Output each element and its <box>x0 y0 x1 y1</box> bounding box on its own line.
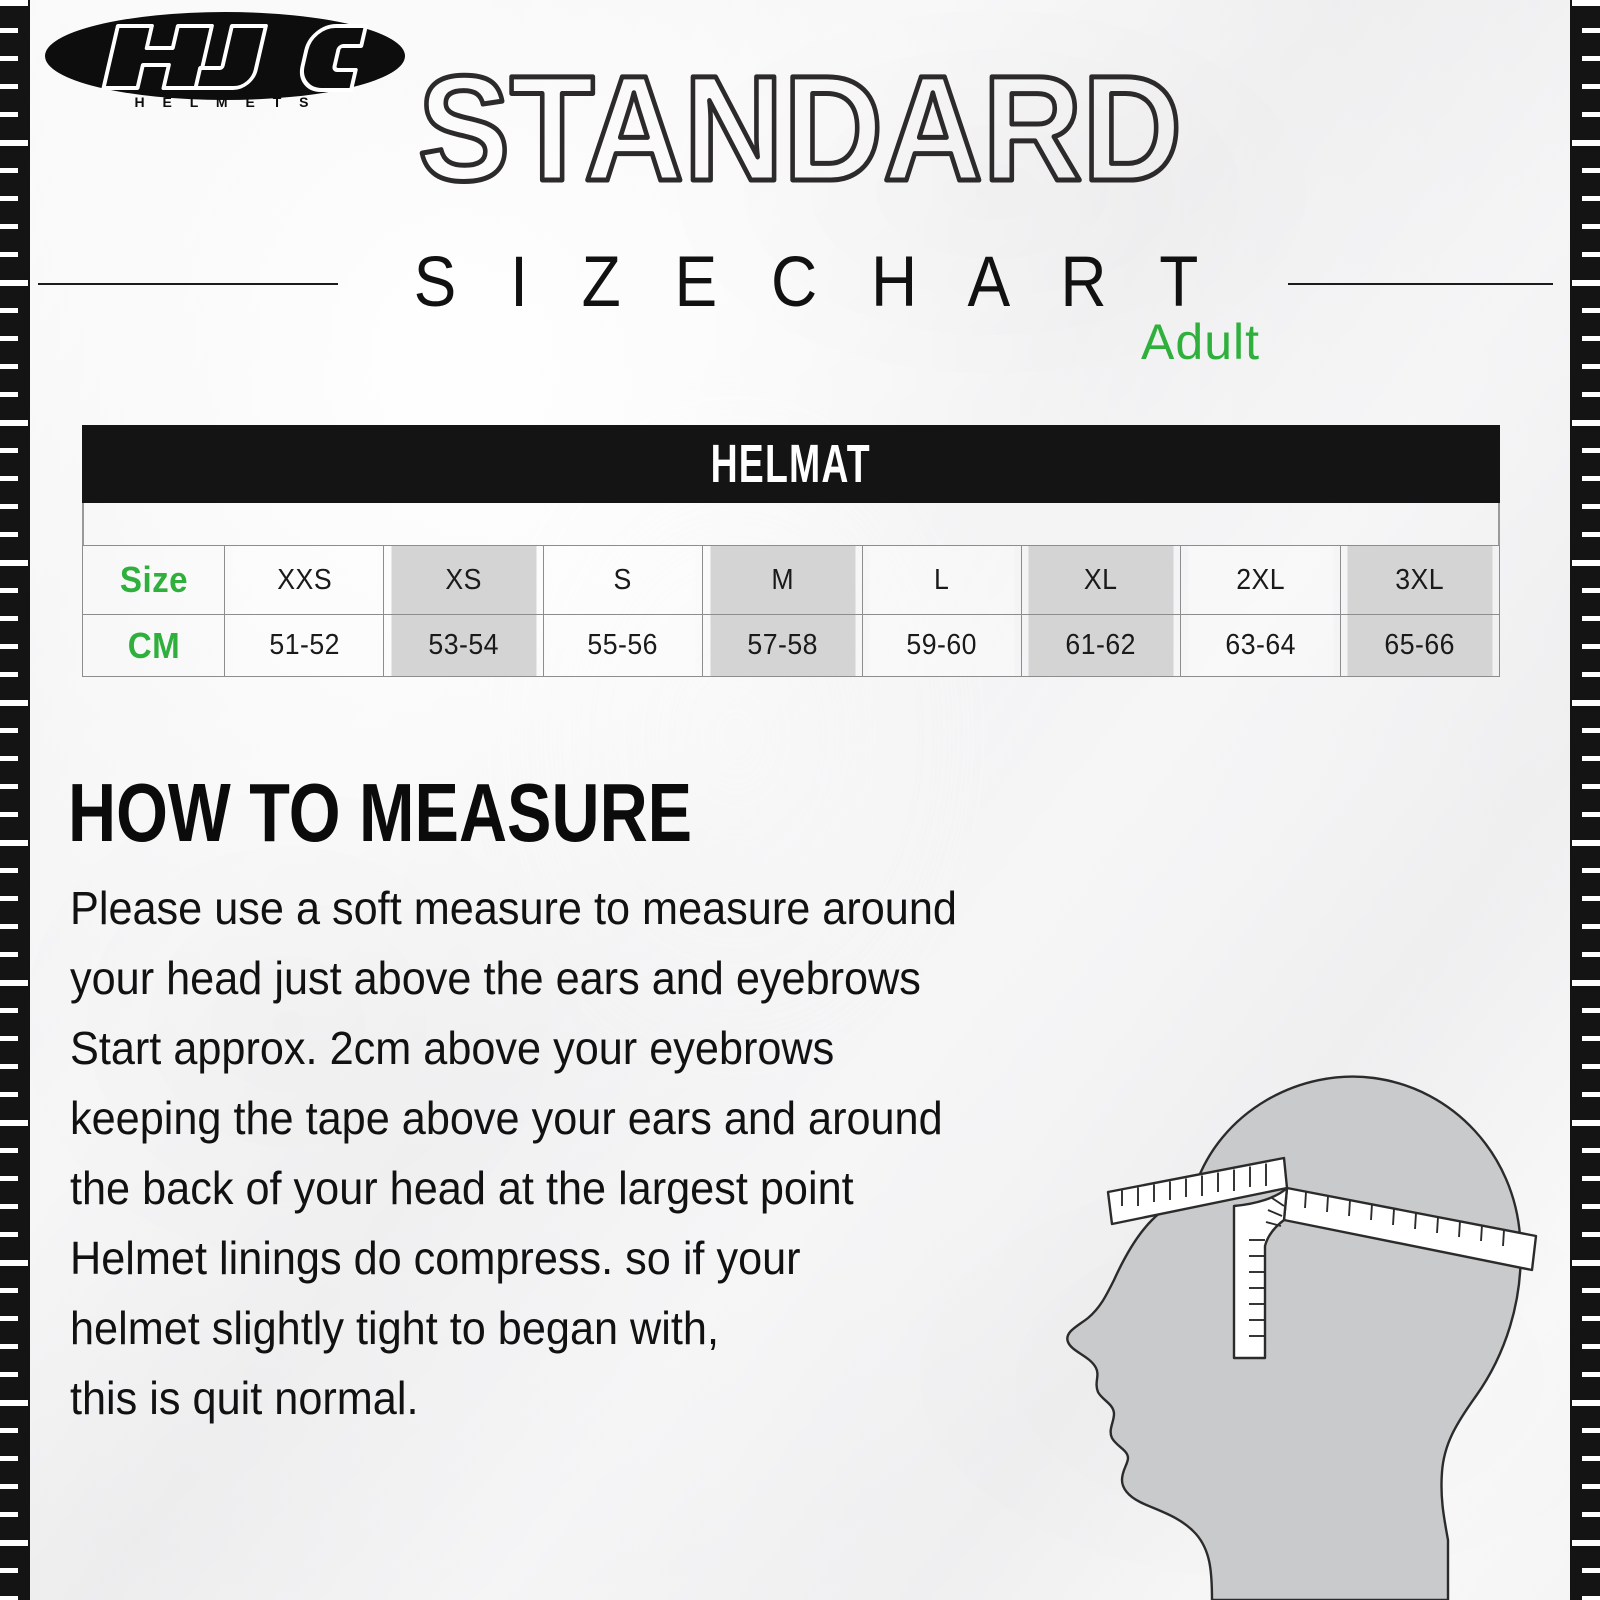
measure-line-6: Helmet linings do compress. so if your <box>70 1232 801 1284</box>
cell-cm-m: 57-58 <box>708 614 857 677</box>
size-table: HELMAT Size XXS XS S M L XL 2XL 3XL CM 51-52 53-54 5… <box>82 425 1500 677</box>
logo-subtext: H E L M E T S <box>135 94 316 110</box>
how-to-measure-heading: HOW TO MEASURE <box>68 766 693 860</box>
table-banner-title: HELMAT <box>710 434 872 494</box>
cell-cm-3xl: 65-66 <box>1346 614 1494 677</box>
row-label-cm: CM <box>87 614 220 677</box>
table-row: Size XXS XS S M L XL 2XL 3XL <box>83 545 1500 615</box>
measure-line-7: helmet slightly tight to began with, <box>70 1302 719 1354</box>
hjc-oval-logo: H E L M E T S <box>40 8 410 118</box>
cell-size-m: M <box>708 545 857 615</box>
page-subtitle: S I Z E C H A R T <box>413 241 1217 322</box>
cell-cm-s: 55-56 <box>549 614 697 677</box>
ruler-border-left <box>0 0 30 1600</box>
cell-cm-2xl: 63-64 <box>1186 614 1335 677</box>
cell-cm-xl: 61-62 <box>1027 614 1175 677</box>
title-divider-left <box>38 283 338 285</box>
audience-label: Adult <box>1141 314 1260 370</box>
ruler-border-right <box>1570 0 1600 1600</box>
table-banner: HELMAT <box>82 425 1500 503</box>
tape-ticks-bend <box>1265 1197 1285 1227</box>
how-to-measure-body: Please use a soft measure to measure aro… <box>70 873 1104 1433</box>
tape-ticks-tail <box>1249 1239 1265 1337</box>
head-profile-with-measuring-tape <box>1044 1040 1564 1600</box>
content-area: H E L M E T S STANDARD S I Z E C H A R T… <box>30 0 1570 1600</box>
standard-outline-text: STANDARD <box>418 62 1182 212</box>
measure-line-5: the back of your head at the largest poi… <box>70 1162 854 1214</box>
cell-cm-l: 59-60 <box>867 614 1016 677</box>
title-divider-right <box>1288 283 1553 285</box>
cell-size-s: S <box>549 545 697 615</box>
table-row: CM 51-52 53-54 55-56 57-58 59-60 61-62 63-64 65-… <box>83 614 1500 677</box>
tape-ticks-front <box>1121 1163 1267 1206</box>
ruler-ticks-long-left <box>0 0 30 1600</box>
measure-line-4: keeping the tape above your ears and aro… <box>70 1092 943 1144</box>
head-silhouette <box>1066 1075 1522 1600</box>
size-table-grid: Size XXS XS S M L XL 2XL 3XL CM 51-52 53-54 55-56 57-… <box>82 545 1500 677</box>
cell-cm-xxs: 51-52 <box>230 614 378 677</box>
cell-size-2xl: 2XL <box>1186 545 1335 615</box>
measure-line-8: this is quit normal. <box>70 1372 419 1424</box>
cell-cm-xs: 53-54 <box>389 614 538 677</box>
cell-size-xs: XS <box>389 545 538 615</box>
cell-size-xxs: XXS <box>230 545 378 615</box>
row-label-size: Size <box>87 545 220 615</box>
measure-line-3: Start approx. 2cm above your eyebrows <box>70 1022 835 1074</box>
tape-ticks-rear <box>1304 1191 1505 1247</box>
cell-size-xl: XL <box>1027 545 1175 615</box>
ruler-ticks-long-right <box>1570 0 1600 1600</box>
tape-hanging-tail <box>1232 1186 1289 1360</box>
page-title-standard: STANDARD <box>330 62 1270 212</box>
measure-line-2: your head just above the ears and eyebro… <box>70 952 921 1004</box>
table-spacer-row <box>82 503 1500 545</box>
cell-size-3xl: 3XL <box>1346 545 1494 615</box>
measure-line-1: Please use a soft measure to measure aro… <box>70 882 957 934</box>
cell-size-l: L <box>867 545 1016 615</box>
